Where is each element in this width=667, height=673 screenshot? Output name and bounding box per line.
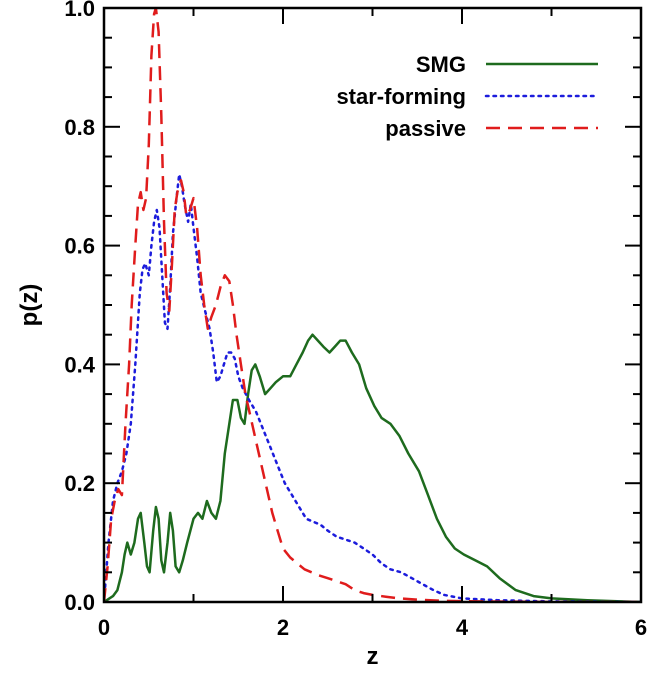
y-tick-label: 0.2 [64, 471, 95, 496]
legend-label: star-forming [336, 84, 466, 109]
series-line-star-forming [104, 173, 641, 602]
y-tick-label: 0.0 [64, 590, 95, 615]
y-tick-label: 1.0 [64, 0, 95, 21]
y-tick-label: 0.8 [64, 115, 95, 140]
x-tick-label: 2 [277, 615, 289, 640]
x-tick-label: 6 [635, 615, 647, 640]
y-tick-label: 0.4 [64, 352, 95, 377]
y-axis: 0.0 0.2 0.4 0.6 0.8 1.0 [64, 0, 641, 615]
y-tick-label: 0.6 [64, 234, 95, 259]
legend: SMG star-forming passive [336, 52, 600, 141]
legend-label: SMG [416, 52, 466, 77]
x-tick-label: 4 [456, 615, 469, 640]
y-axis-label: p(z) [16, 284, 43, 327]
x-tick-label: 0 [98, 615, 110, 640]
x-axis-label: z [367, 643, 379, 670]
legend-label: passive [385, 116, 466, 141]
x-axis: 0 2 4 6 [98, 8, 647, 640]
series-line-smg [104, 333, 641, 602]
plot-area [104, 8, 641, 602]
series-line-passive [104, 8, 641, 602]
